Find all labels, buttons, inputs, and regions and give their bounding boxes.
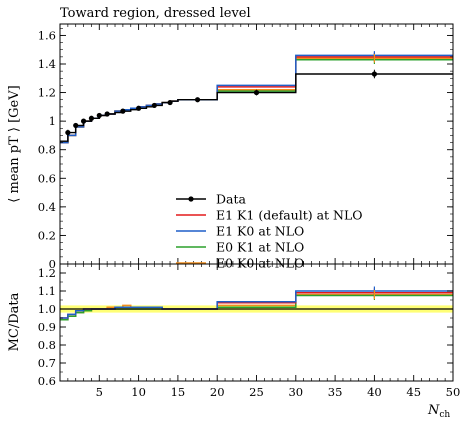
chart-title: Toward region, dressed level (60, 6, 251, 21)
main-series-e0-k0-at-nlo (60, 57, 453, 144)
y-tick-label: 1.6 (38, 28, 56, 42)
data-point (65, 129, 71, 136)
main-series-e1-k0-at-nlo (60, 54, 453, 144)
legend-label-e0-k0-at-nlo: E0 K0 at NLO (216, 256, 304, 271)
legend-label-e1-k1-default-at-nlo: E1 K1 (default) at NLO (216, 208, 363, 223)
data-point (167, 99, 173, 106)
y-tick-label: 1 (49, 114, 56, 128)
x-tick-label: 5 (96, 385, 103, 399)
y-tick-label: 0.8 (38, 338, 56, 352)
ratio-plot-panel: 0.6 0.7 0.8 0.9 1.0 1.1 1.2 5 10 15 20 25 30 35 40 45 50 (38, 263, 461, 399)
legend-marker-data (188, 196, 194, 202)
y-tick-label: 0.4 (38, 200, 56, 214)
data-point (96, 112, 102, 119)
data-point (371, 71, 377, 77)
y-tick-label: 0 (49, 257, 56, 271)
y-tick-label: 0.6 (38, 171, 56, 185)
y-tick-label: 1.2 (38, 266, 56, 280)
y-tick-label: 1.2 (38, 86, 56, 100)
legend-label-e1-k0-at-nlo: E1 K0 at NLO (216, 224, 304, 239)
data-point (151, 102, 157, 109)
ratio-y-axis-label: MC/Data (7, 292, 22, 351)
x-tick-label: 15 (171, 385, 186, 399)
main-y-axis-label: ⟨ mean pT ⟩ [GeV] (7, 85, 22, 202)
main-series-e0-k1-at-nlo (60, 58, 453, 144)
ratio-plot-frame (59, 263, 454, 382)
y-tick-label: 1.1 (38, 284, 56, 298)
y-tick-label: 0.9 (38, 320, 56, 334)
x-tick-label: 40 (367, 385, 382, 399)
data-point (120, 108, 126, 114)
x-tick-label: 30 (288, 385, 303, 399)
y-tick-label: 1.4 (38, 57, 56, 71)
data-point (104, 111, 110, 117)
y-tick-label: 0.6 (38, 374, 56, 388)
legend-label-e0-k1-at-nlo: E0 K1 at NLO (216, 240, 304, 255)
x-tick-label: 20 (210, 385, 225, 399)
data-point (73, 122, 79, 129)
y-tick-label: 0.8 (38, 143, 56, 157)
data-point (88, 115, 95, 121)
main-series-e1-k1-default-at-nlo (60, 56, 453, 144)
legend-label-data: Data (216, 192, 246, 207)
data-point (80, 118, 87, 124)
y-tick-label: 0.2 (38, 228, 56, 242)
x-tick-label: 45 (406, 385, 421, 399)
data-point (136, 105, 142, 111)
x-tick-label: 10 (131, 385, 146, 399)
main-series-data (60, 73, 453, 142)
x-axis-label: Nch (427, 403, 450, 420)
x-tick-label: 25 (249, 385, 264, 399)
y-tick-label: 1.0 (38, 302, 56, 316)
data-point (194, 97, 201, 103)
x-tick-label: 50 (446, 385, 461, 399)
y-tick-label: 0.7 (38, 356, 56, 370)
data-point (253, 89, 260, 96)
x-tick-label: 35 (328, 385, 343, 399)
